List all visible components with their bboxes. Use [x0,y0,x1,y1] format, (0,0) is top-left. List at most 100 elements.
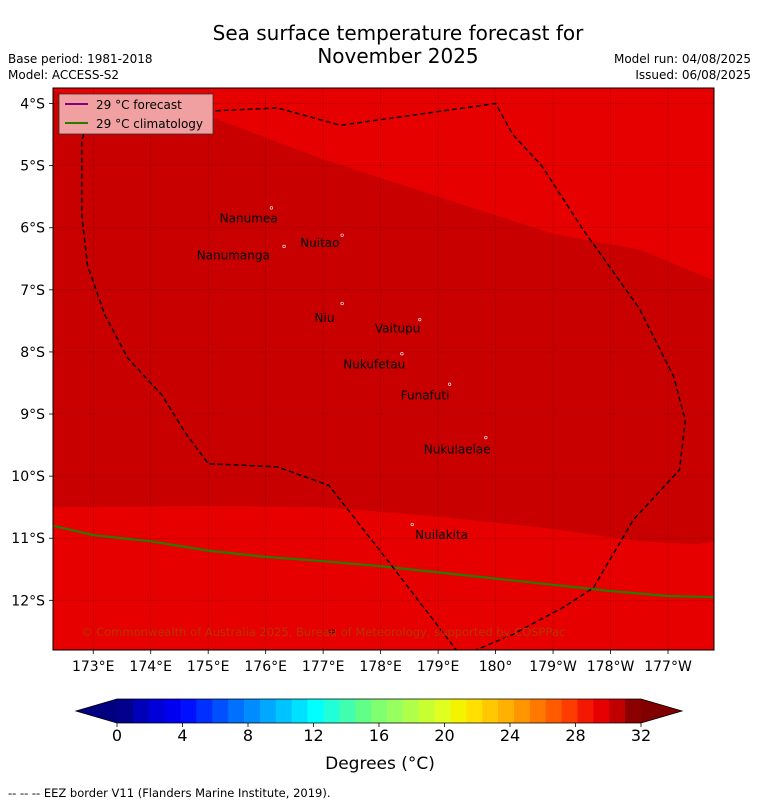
colorbar-swatch [625,699,642,723]
title-line-2: November 2025 [317,44,479,68]
legend: 29 °C forecast 29 °C climatology [58,93,214,135]
island-label: Niu [315,311,335,325]
colorbar-swatch [355,699,372,723]
lon-tick-label: 180° [479,659,513,675]
colorbar-swatch [339,699,356,723]
island-label: Nanumea [220,211,278,225]
colorbar-tick-label: 20 [434,726,454,745]
island-marker [340,301,344,306]
colorbar-swatch [196,699,213,723]
lon-tick-label: 173°E [72,659,115,675]
sst-warm-band [53,91,714,545]
colorbar-swatch [434,699,451,723]
colorbar-swatch [513,699,531,723]
lat-tick-label: 9°S [20,407,45,423]
map-plot-area: Nanumea Nuitao Nanumanga Niu Vaitupu Nukufeta… [53,88,714,650]
colorbar-swatch [386,699,404,723]
island-marker [282,244,286,248]
lon-tick-label: 177°W [644,659,692,675]
eez-border [80,102,687,650]
colorbar-swatch [132,699,150,723]
colorbar-swatch [180,699,197,723]
colorbar-swatch [545,699,563,723]
island-label: Vaitupu [375,321,421,335]
meta-left: Base period: 1981-2018 Model: ACCESS-S2 [8,52,153,84]
lon-tick-label: 179°E [417,659,460,675]
island-marker [418,318,422,322]
colorbar-swatch [450,699,467,723]
colorbar-swatch [561,699,578,723]
page-title: Sea surface temperature forecast for Nov… [180,22,616,68]
lat-tick-label: 12°S [11,593,45,609]
colorbar-swatch [259,699,277,723]
lon-tick-label: 178°E [359,659,402,675]
colorbar-tick-label: 8 [243,726,253,745]
lat-tick-label: 7°S [20,283,45,299]
colorbar-swatch [323,699,340,723]
colorbar-tick-label: 16 [369,726,389,745]
colorbar-swatch [466,699,483,723]
colorbar-swatch [371,699,388,723]
lon-tick-label: 178°W [587,659,635,675]
lat-tick-label: 6°S [20,221,45,237]
colorbar-swatch [577,699,594,723]
map-frame [52,87,715,651]
latitude-labels: 4°S 5°S 6°S 7°S 8°S 9°S 10°S 11°S 12°S [11,97,53,609]
lat-tick-label: 5°S [20,159,45,175]
colorbar-swatch [291,699,308,723]
title-line-1: Sea surface temperature forecast for [212,21,584,45]
lon-tick-label: 179°W [529,659,577,675]
model-name: Model: ACCESS-S2 [8,68,120,82]
lon-tick-label: 177°E [302,659,345,675]
base-period: Base period: 1981-2018 [8,52,153,66]
colorbar-swatch [228,699,245,723]
lat-tick-label: 8°S [20,345,45,361]
island-label: Nukufetau [343,357,405,371]
island-label: Nanumanga [197,249,270,263]
colorbar-tick-label: 24 [500,726,520,745]
island-markers: Nanumea Nuitao Nanumanga Niu Vaitupu Nukufeta… [197,206,491,634]
colorbar-over-arrow [641,699,682,723]
colorbar-swatch [418,699,435,723]
lat-tick-label: 10°S [11,469,45,485]
colorbar-tick-label: 4 [177,726,187,745]
longitude-labels: 173°E 174°E 175°E 176°E 177°E 178°E 179°E 180° 1… [72,650,692,675]
eez-footnote: -- -- -- EEZ border V11 (Flanders Marine… [8,786,331,800]
colorbar-swatch [402,699,420,723]
island-marker [448,382,452,386]
colorbar-swatch [498,699,515,723]
island-label: Nuilakita [415,528,468,542]
colorbar-swatch [609,699,626,723]
colorbar-under-arrow [76,699,117,723]
lon-tick-label: 176°E [244,659,287,675]
lon-tick-label: 174°E [129,659,172,675]
colorbar-swatch [275,699,293,723]
colorbar-tick-label: 32 [631,726,651,745]
island-marker [400,352,404,356]
island-marker [410,522,414,527]
meta-right: Model run: 04/08/2025 Issued: 06/08/2025 [614,52,751,84]
colorbar-swatch [482,699,499,723]
colorbar-swatch [593,699,610,723]
legend-forecast-label: 29 °C forecast [96,98,182,112]
colorbar-label: Degrees (°C) [325,754,435,774]
colorbar-tick-label: 0 [112,726,122,745]
legend-climatology-label: 29 °C climatology [96,117,203,131]
map-gridlines [53,88,714,650]
colorbar-swatch [164,699,181,723]
lat-tick-label: 4°S [20,97,45,113]
colorbar-swatch [529,699,547,723]
climatology-29-line [53,524,714,599]
colorbar: 0 4 8 12 16 20 24 28 32 [74,698,684,745]
colorbar-swatch [117,699,134,723]
colorbar-tick-label: 28 [565,726,585,745]
island-marker [269,206,274,210]
issued-date: Issued: 06/08/2025 [635,68,751,82]
copyright-text: © Commonwealth of Australia 2025, Bureau… [81,625,565,639]
island-marker [484,436,488,440]
island-label: Nukulaelae [424,442,491,456]
colorbar-swatch [307,699,324,723]
lon-tick-label: 175°E [187,659,230,675]
island-marker [340,233,344,237]
small-island-marker [327,629,336,634]
